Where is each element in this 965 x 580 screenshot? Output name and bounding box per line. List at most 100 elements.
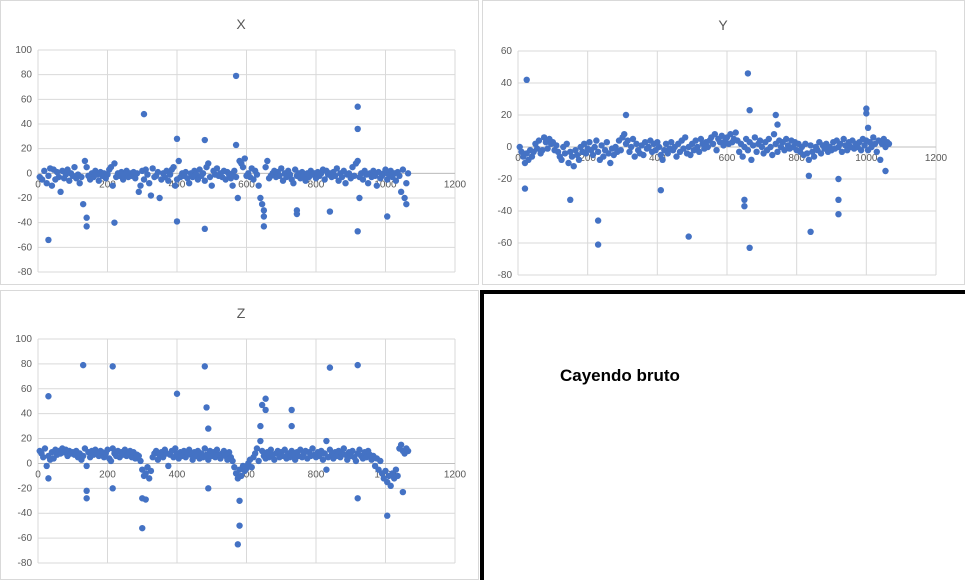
data-point [580,140,588,147]
data-point [147,192,155,199]
x-tick-label: 0 [515,153,521,164]
data-point [803,150,811,157]
y-tick-label: -60 [18,242,33,253]
data-point [744,70,752,77]
data-point [877,156,884,163]
data-point [234,541,242,548]
data-point [79,200,87,208]
data-point [213,165,221,172]
x-tick-label: 600 [238,179,255,190]
data-point [835,175,842,183]
data-point [401,194,408,202]
data-point [45,172,52,179]
data-point [364,180,372,187]
data-point [104,171,111,178]
data-point [673,153,680,160]
data-point [111,160,118,167]
y-tick-label: 60 [501,46,513,57]
data-point [769,151,776,159]
data-point [232,141,240,149]
data-point [835,196,842,203]
data-point [749,142,757,149]
x-tick-label: 800 [308,469,325,480]
data-point [175,157,182,165]
data-point [370,167,377,175]
data-point [641,139,649,146]
data-point [567,148,574,155]
data-point [338,173,346,181]
data-point [349,447,356,455]
data-point [628,143,635,151]
data-point [783,135,790,143]
data-point [624,137,631,144]
x-tick-label: 1000 [855,153,878,164]
data-point [260,207,268,214]
data-point [144,171,151,178]
data-point [384,512,391,519]
data-point [139,524,146,532]
data-point [83,223,90,230]
data-point [262,395,269,402]
data-point [140,110,148,118]
data-point [323,437,330,445]
x-tick-label: 800 [308,179,325,190]
data-point [540,134,548,141]
data-point [156,194,163,202]
data-point [262,406,269,414]
y-tick-label: -40 [498,206,513,217]
data-point [838,148,846,155]
data-point [631,153,638,160]
data-point [104,446,111,453]
data-point [201,177,208,184]
data-point [657,187,665,194]
data-point [239,163,247,171]
x-tick-label: 400 [649,153,666,164]
data-point [165,177,172,184]
data-point [255,182,262,189]
y-tick-label: -20 [498,174,513,185]
data-point [208,182,215,189]
data-point [741,196,748,203]
data-point [866,139,874,146]
data-point [589,151,597,159]
data-point [137,182,144,189]
data-point [397,441,405,448]
y-tick-label: -20 [18,193,33,204]
data-point [528,153,536,160]
data-point [201,225,208,233]
data-point [146,180,153,187]
data-point [321,176,328,183]
data-point [533,145,541,152]
data-point [359,176,367,183]
data-point [835,211,842,218]
data-point [720,142,727,149]
data-point [523,76,530,84]
data-point [185,180,193,187]
data-point [217,455,224,462]
data-point [331,172,339,179]
data-point [76,180,83,187]
data-point [41,167,48,175]
data-point [323,466,330,473]
data-point [137,457,144,465]
data-point [864,124,872,131]
data-point [166,171,174,178]
y-tick-label: 100 [15,45,32,56]
y-tick-label: 40 [21,119,33,130]
chart-z-panel: Z -80 -60 -40 -20 0 20 40 60 80 100 0 200 400 600 800 10… [0,290,479,580]
data-point [119,176,127,183]
x-tick-label: 600 [719,153,736,164]
chart-y-panel: Y -80 -60 -40 -20 0 20 40 60 0 200 400 600 800 1000 120… [482,0,965,285]
data-point [81,157,89,165]
y-tick-label: -20 [18,483,33,494]
data-point [399,166,407,173]
data-point [392,466,400,473]
data-point [260,213,268,220]
data-point [142,166,149,173]
data-point [598,142,605,149]
data-point [629,135,637,143]
data-point [753,148,760,155]
data-point [53,168,61,176]
x-tick-label: 1200 [444,469,467,480]
data-point [264,157,271,165]
